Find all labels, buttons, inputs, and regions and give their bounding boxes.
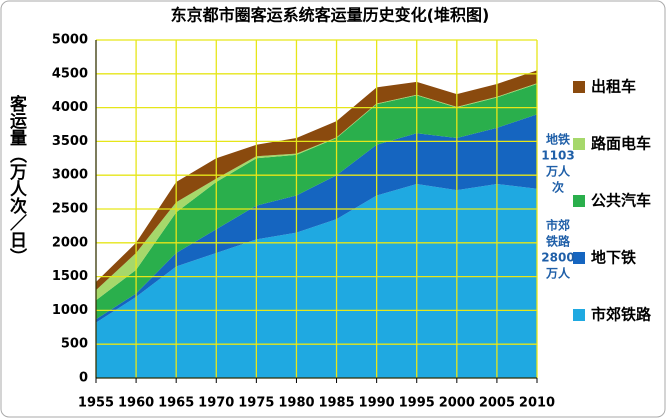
x-tick-label: 1975: [238, 396, 274, 411]
area: [96, 70, 537, 291]
legend-label: 公共汽车: [591, 192, 651, 210]
x-tick-label: 1980: [278, 396, 314, 411]
y-tick-label: 2500: [52, 202, 88, 217]
y-tick-label: 500: [61, 337, 88, 352]
y-tick-label: 5000: [52, 33, 88, 48]
annotation: 万人: [545, 266, 571, 281]
annotation: 市郊: [546, 218, 570, 233]
x-tick-label: 2000: [439, 396, 475, 411]
annotation: 1103: [541, 149, 574, 163]
legend-label: 地下铁: [591, 249, 636, 267]
legend-label: 市郊铁路: [591, 306, 652, 324]
area: [96, 183, 537, 378]
y-tick-label: 3500: [52, 134, 88, 149]
y-tick-label: 4500: [52, 66, 88, 81]
annotation: 2800: [541, 251, 574, 265]
x-tick-label: 1955: [78, 396, 114, 411]
x-tick-label: 1960: [118, 396, 154, 411]
legend-swatch: [573, 309, 585, 321]
legend-swatch: [573, 81, 585, 93]
area: [96, 114, 537, 323]
y-tick-label: 0: [79, 371, 88, 386]
legend-swatch: [573, 138, 585, 150]
legend-label: 出租车: [591, 78, 636, 96]
annotation: 次: [552, 180, 564, 195]
y-tick-label: 1500: [52, 269, 88, 284]
legend-swatch: [573, 252, 585, 264]
y-axis-title: 客运量（万人次／日）: [6, 94, 28, 265]
x-tick-label: 1995: [399, 396, 435, 411]
y-tick-label: 2000: [52, 235, 88, 250]
y-tick-label: 4000: [52, 100, 88, 115]
legend-label: 路面电车: [591, 135, 651, 153]
x-tick-label: 1965: [158, 396, 194, 411]
legend-swatch: [573, 195, 585, 207]
x-tick-label: 2010: [519, 396, 555, 411]
annotation: 万人: [545, 164, 571, 179]
chart-title: 东京都市圈客运系统客运量历史变化(堆积图): [171, 6, 490, 25]
x-tick-label: 1985: [318, 396, 354, 411]
y-tick-label: 1000: [52, 303, 88, 318]
annotation: 铁路: [546, 234, 571, 249]
y-tick-label: 3000: [52, 168, 88, 183]
annotation: 地铁: [546, 132, 570, 147]
x-tick-label: 1970: [198, 396, 234, 411]
x-tick-label: 1990: [359, 396, 395, 411]
x-tick-label: 2005: [479, 396, 515, 411]
